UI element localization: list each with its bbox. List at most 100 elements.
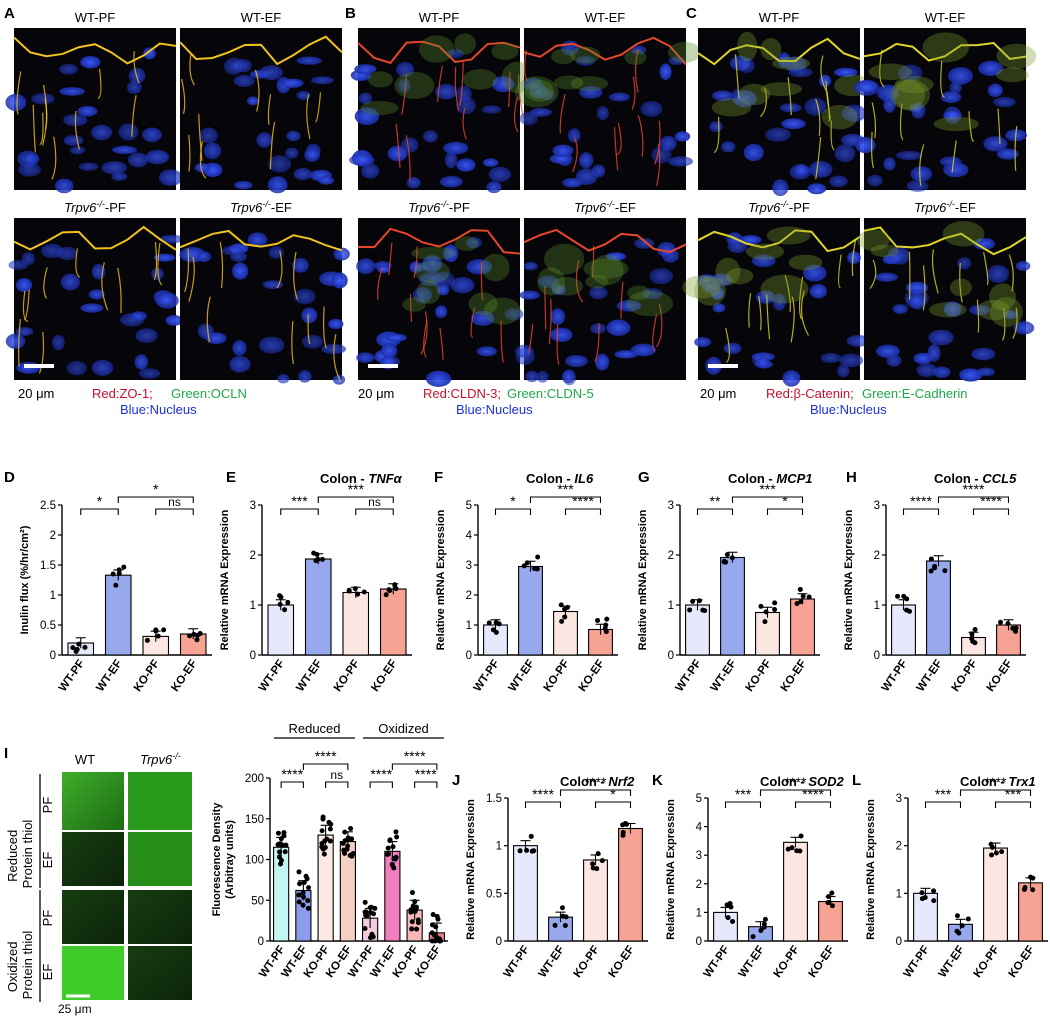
y-axis-label: Relative mRNA Expression	[435, 509, 447, 650]
image-wt-ef-nucleus	[285, 147, 299, 159]
data-point	[895, 593, 901, 599]
image-wt-pf-nucleus	[435, 84, 458, 100]
image-wt-ef-signal	[995, 67, 1029, 83]
data-point	[599, 858, 605, 864]
panel-i-scale-label: 25 μm	[58, 1002, 92, 1016]
panel-i-row-pf-2: PF	[40, 910, 55, 927]
chart-title: Colon - TNFα	[320, 471, 403, 486]
image-wt-pf-junction	[713, 116, 720, 154]
image-ko-pf-junction	[388, 242, 393, 276]
image-ko-ef-nucleus	[933, 366, 951, 378]
panel-letter-i: I	[4, 745, 8, 762]
image-wt-ef-nucleus	[541, 89, 555, 101]
image-wt-pf-nucleus	[733, 90, 757, 108]
chart-f: 0 1 2 3 4 5 Relative mRNA Expression Colon - IL…	[435, 471, 618, 694]
significance-bracket	[559, 789, 632, 796]
image-wt-ef-nucleus	[659, 135, 677, 152]
image-ko-pf-junction	[725, 327, 730, 363]
image-ko-ef-junction	[959, 262, 963, 303]
panel-i-tile-ko-oxidized-pf	[128, 890, 192, 944]
data-point	[296, 892, 302, 898]
image-wt-pf	[5, 28, 183, 194]
image-wt-pf-nucleus	[488, 166, 512, 182]
y-axis-label: Relative mRNA Expression	[865, 799, 877, 940]
x-tick-label: WT-PF	[880, 658, 910, 694]
image-wt-ef-nucleus	[293, 167, 312, 181]
image-wt-pf-nucleus	[807, 183, 827, 195]
data-point	[285, 599, 291, 605]
data-point	[194, 637, 200, 643]
image-ko-ef-signal	[989, 297, 1023, 328]
image-ko-pf-nucleus	[418, 271, 445, 287]
image-ko-pf-nucleus	[155, 292, 179, 309]
image-wt-ef-junction	[654, 120, 661, 165]
data-point	[998, 619, 1004, 625]
panel-letters: A B C D E F G H I J K L	[4, 5, 861, 789]
image-ko-pf-nucleus	[782, 370, 801, 387]
y-tick-label: 2	[696, 879, 702, 891]
image-wt-ef-nucleus	[659, 63, 672, 80]
image-wt-pf-nucleus	[423, 130, 438, 143]
data-point	[989, 852, 995, 858]
x-tick-label: KO-EF	[607, 944, 637, 980]
image-wt-ef-nucleus	[640, 101, 663, 117]
label-wt-pf: WT-PF	[419, 10, 459, 25]
image-ko-ef-junction	[307, 314, 311, 345]
data-point	[340, 840, 346, 846]
chart-title: Colon - Nrf2	[560, 774, 635, 789]
image-wt-ef-junction	[572, 137, 578, 173]
image-ko-ef-nucleus	[590, 323, 607, 334]
x-tick-label: KO-PF	[572, 944, 602, 980]
image-wt-pf-junction	[820, 55, 828, 94]
image-wt-ef-junction	[615, 122, 622, 156]
image-ko-ef-signal	[585, 274, 609, 289]
image-ko-ef-nucleus	[536, 370, 549, 383]
image-ko-pf-nucleus	[80, 303, 104, 313]
data-point	[603, 629, 609, 635]
x-tick-label: KO-EF	[1007, 944, 1037, 980]
panel-letter-e: E	[226, 469, 236, 486]
label-ko-pf: Trpv6-/--PF	[64, 199, 126, 215]
image-wt-ef-nucleus	[609, 92, 631, 102]
significance-bracket	[564, 508, 602, 515]
image-wt-pf-signal	[418, 35, 455, 63]
image-ko-ef-nucleus	[333, 247, 350, 261]
image-ko-pf-nucleus	[356, 352, 375, 363]
x-tick-label: WT-PF	[674, 658, 704, 694]
data-point	[328, 821, 334, 827]
image-wt-ef-nucleus	[993, 96, 1016, 108]
data-point	[319, 828, 325, 834]
data-point	[806, 594, 812, 600]
image-wt-ef-junction	[189, 54, 195, 86]
panel-letter-g: G	[638, 469, 650, 486]
image-wt-ef-nucleus	[223, 57, 244, 75]
image-wt-ef-nucleus	[855, 137, 876, 154]
image-ko-ef-nucleus	[959, 368, 983, 382]
image-wt-pf-nucleus	[349, 154, 375, 166]
data-point	[434, 913, 440, 919]
data-point	[942, 568, 948, 574]
image-wt-ef-nucleus	[579, 86, 603, 99]
panel-letter-h: H	[846, 469, 857, 486]
label-ko-ef: Trpv6-/--EF	[574, 199, 636, 215]
panel-i-tile-wt-reduced-ef	[62, 832, 124, 886]
image-wt-ef-nucleus	[256, 132, 273, 148]
data-point	[277, 601, 283, 607]
significance-label: ***	[935, 786, 952, 802]
image-ko-pf-nucleus	[450, 277, 475, 294]
image-ko-ef-junction	[931, 249, 939, 294]
panel-i-col-ko-gene: Trpv6	[140, 752, 173, 767]
image-ko-ef-nucleus	[277, 373, 290, 384]
chart-title: Colon - CCL5	[934, 471, 1017, 486]
image-ko-ef-junction	[556, 324, 560, 365]
panel-i-col-ko: Trpv6-/-	[140, 751, 181, 767]
image-ko-pf-nucleus	[476, 346, 497, 357]
data-point	[932, 565, 938, 571]
image-ko-ef-nucleus	[649, 268, 674, 285]
significance-label: ***	[1005, 786, 1022, 802]
y-tick-label: 5	[696, 793, 702, 805]
image-wt-pf-nucleus	[841, 104, 867, 123]
image-wt-pf-signal	[454, 33, 476, 55]
image-ko-ef-nucleus	[641, 288, 663, 300]
